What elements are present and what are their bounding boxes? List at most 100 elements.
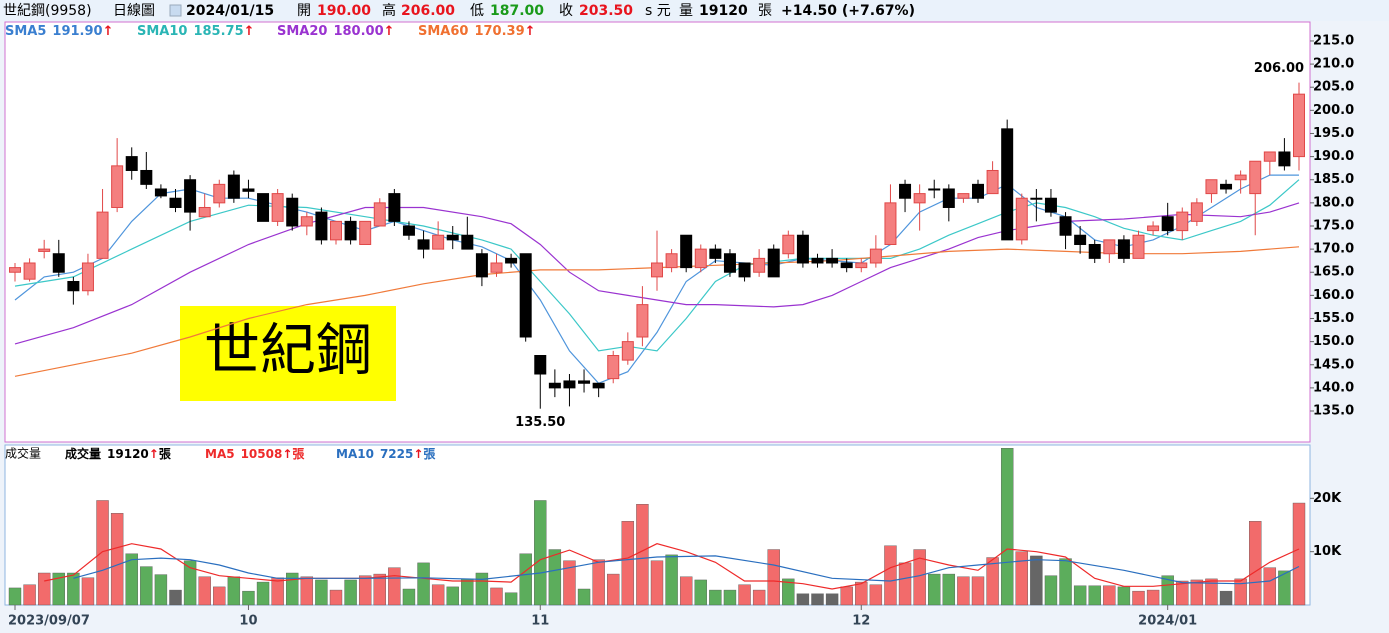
watermark-box [180,306,396,401]
volume-bar [840,586,853,606]
volume-bar [140,566,153,606]
volume-bar [1073,585,1087,606]
candle-body [344,220,357,241]
y-tick-label: 155.0 [1313,311,1354,326]
field-value: 190.00 [317,3,371,19]
volume-bar [650,560,664,606]
volume-bar [1000,448,1014,606]
volume-bar [490,587,503,606]
volume-bar [23,584,36,606]
candle-body [242,188,255,192]
candle-body [840,262,853,269]
candle-body [972,183,984,199]
volume-bar [1249,521,1262,606]
candle-body [432,234,445,250]
candle-body [709,248,722,259]
candle-body [680,234,693,269]
volume-bar [796,593,810,606]
y-tick-label: 205.0 [1313,80,1354,95]
candle-body [140,169,153,185]
candle-body [578,380,591,384]
volume-bar [213,586,226,606]
candle-body [826,257,839,264]
y-tick-label: 140.0 [1313,380,1354,395]
legend-value: 19120 [107,447,149,461]
volume-value: 19120 [699,3,748,19]
candle-body [534,355,547,375]
legend-arrow: ↑ [525,24,536,39]
candle-body [665,253,678,269]
date: 2024/01/15 [186,3,274,19]
volume-bar [67,572,80,606]
candle-body [694,248,707,269]
legend-item: SMA20 180.00↑ [277,24,395,39]
volume-bar [37,572,51,606]
volume-bar [636,504,649,606]
volume-bar [125,553,138,606]
legend-name: MA5 [205,447,235,461]
currency: s 元 [645,3,671,19]
volume-bar [869,584,883,606]
field-label: 低 [470,3,484,19]
stock-name: 世紀鋼(9958) [3,3,92,19]
volume-bar [183,560,197,606]
candle-body [169,197,182,208]
candle-body [1190,202,1203,222]
volume-bar [884,545,897,606]
volume-bar [110,513,124,606]
candle-body [1234,174,1247,181]
candle-body [388,193,401,222]
volume-bar [1176,580,1189,606]
volume-bar [1030,555,1043,606]
candle-body [957,193,970,199]
x-tick-label: 2023/09/07 [8,614,90,629]
legend-arrow: ↑ [244,24,255,39]
candle-body [884,202,897,245]
volume-bar [475,572,489,606]
ma-line [44,543,1300,590]
volume-label: 量 [679,3,693,19]
volume-unit: 張 [758,3,772,19]
volume-bar [271,577,284,606]
volume-bar [169,589,182,606]
volume-bar [461,578,474,606]
candle-body [636,304,649,338]
volume-bar [592,559,605,606]
volume-bar [621,521,635,606]
y-tick-label: 200.0 [1313,103,1354,118]
volume-bar [358,575,372,606]
volume-bar [607,573,620,606]
volume-bar [942,573,956,606]
x-tick-label: 12 [852,614,870,629]
candle-body [286,197,299,227]
legend-arrow: ↑ [103,24,114,39]
legend-item: MA10 7225↑張 [336,447,436,461]
candle-body [782,234,795,255]
candle-body [111,165,124,208]
candle-body [184,179,197,213]
candle-body [1161,216,1174,232]
candle-body [38,248,51,252]
volume-bar [752,589,766,606]
volume-bar [373,573,386,606]
volume-bar [1190,579,1204,606]
candle-body [1117,239,1130,259]
candle-body [767,248,780,278]
volume-bar [504,592,518,606]
field-label: 高 [382,2,396,19]
candle-body [417,239,430,250]
volume-bar [300,576,314,606]
volume-bar [1015,551,1028,606]
dropdown[interactable] [169,4,182,17]
legend-arrow: ↑ [413,447,423,461]
candle-body [563,380,576,389]
candle-body [373,202,386,227]
candle-body [125,156,138,171]
volume-bar [431,584,445,606]
legend-name: MA10 [336,447,374,461]
legend-name: SMA60 [418,24,468,39]
volume-bar [256,581,270,606]
candle-body [1205,179,1218,195]
y-tick-label: 135.0 [1313,404,1354,419]
legend-value: 10508 [241,447,283,461]
